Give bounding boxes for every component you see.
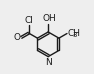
Text: O: O	[14, 33, 21, 42]
Text: OH: OH	[43, 14, 57, 23]
Text: CH: CH	[68, 29, 81, 38]
Text: 3: 3	[72, 32, 77, 38]
Text: N: N	[45, 58, 52, 67]
Text: Cl: Cl	[24, 16, 33, 25]
